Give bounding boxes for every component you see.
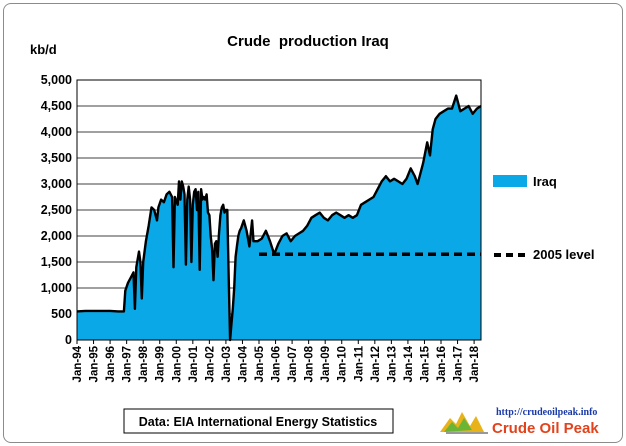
legend-label-2005-level: 2005 level <box>533 247 594 262</box>
x-tick-label: Jan-10 <box>337 346 349 382</box>
x-tick-label: Jan-05 <box>254 345 266 382</box>
y-tick-label: 1,500 <box>41 255 72 269</box>
x-tick-label: Jan-98 <box>138 345 150 382</box>
y-tick-label: 1,000 <box>41 281 72 295</box>
x-tick-label: Jan-09 <box>320 346 332 382</box>
y-axis-ticks: 0 500 1,000 1,500 2,000 2,500 3,000 3,500 4,000 4… <box>41 73 72 347</box>
x-tick-label: Jan-03 <box>221 346 233 382</box>
x-tick-label: Jan-99 <box>155 346 167 382</box>
legend: Iraq 2005 level <box>493 174 594 262</box>
y-tick-label: 2,000 <box>41 229 72 243</box>
x-tick-label: Jan-01 <box>188 345 200 382</box>
y-tick-label: 3,500 <box>41 151 72 165</box>
logo-url: http://crudeoilpeak.info <box>496 407 597 418</box>
plot-border <box>76 79 482 341</box>
plot-area <box>76 79 482 342</box>
x-tick-label: Jan-07 <box>287 346 299 382</box>
x-tick-label: Jan-08 <box>304 345 316 382</box>
crude-oil-peak-logo: http://crudeoilpeak.info Crude Oil Peak <box>440 407 599 437</box>
y-tick-label: 4,500 <box>41 99 72 113</box>
x-tick-label: Jan-16 <box>436 346 448 382</box>
y-tick-label: 0 <box>65 333 72 347</box>
oil-derrick-icon <box>440 412 488 434</box>
y-axis-unit: kb/d <box>30 42 57 57</box>
x-tick-label: Jan-00 <box>171 346 183 382</box>
x-tick-label: Jan-15 <box>419 345 431 382</box>
series-iraq-area <box>77 95 481 340</box>
x-axis-ticks: Jan-94 Jan-95 Jan-96 Jan-97 Jan-98 Jan-99 Jan-… <box>72 340 481 382</box>
legend-swatch-iraq <box>493 175 527 187</box>
x-tick-label: Jan-95 <box>89 345 101 382</box>
logo-name: Crude Oil Peak <box>492 420 599 437</box>
y-tick-label: 2,500 <box>41 203 72 217</box>
x-tick-label: Jan-06 <box>271 346 283 382</box>
source-annotation: Data: EIA International Energy Statistic… <box>139 415 378 429</box>
x-tick-label: Jan-17 <box>453 346 465 382</box>
y-tick-label: 4,000 <box>41 125 72 139</box>
x-tick-label: Jan-96 <box>105 346 117 382</box>
x-tick-label: Jan-02 <box>204 346 216 382</box>
chart-title: Crude production Iraq <box>227 33 389 50</box>
y-tick-label: 500 <box>51 307 72 321</box>
x-tick-label: Jan-12 <box>370 346 382 382</box>
series-iraq-line <box>76 94 482 342</box>
y-tick-label: 5,000 <box>41 73 72 87</box>
source-box <box>123 408 394 434</box>
x-tick-label: Jan-04 <box>237 345 249 382</box>
x-tick-label: Jan-97 <box>122 346 134 382</box>
x-tick-label: Jan-11 <box>353 345 365 381</box>
legend-label-iraq: Iraq <box>533 174 557 189</box>
x-tick-label: Jan-94 <box>72 345 84 382</box>
x-tick-label: Jan-18 <box>469 345 481 382</box>
y-tick-label: 3,000 <box>41 177 72 191</box>
x-tick-label: Jan-13 <box>386 346 398 382</box>
x-tick-label: Jan-14 <box>403 345 415 382</box>
